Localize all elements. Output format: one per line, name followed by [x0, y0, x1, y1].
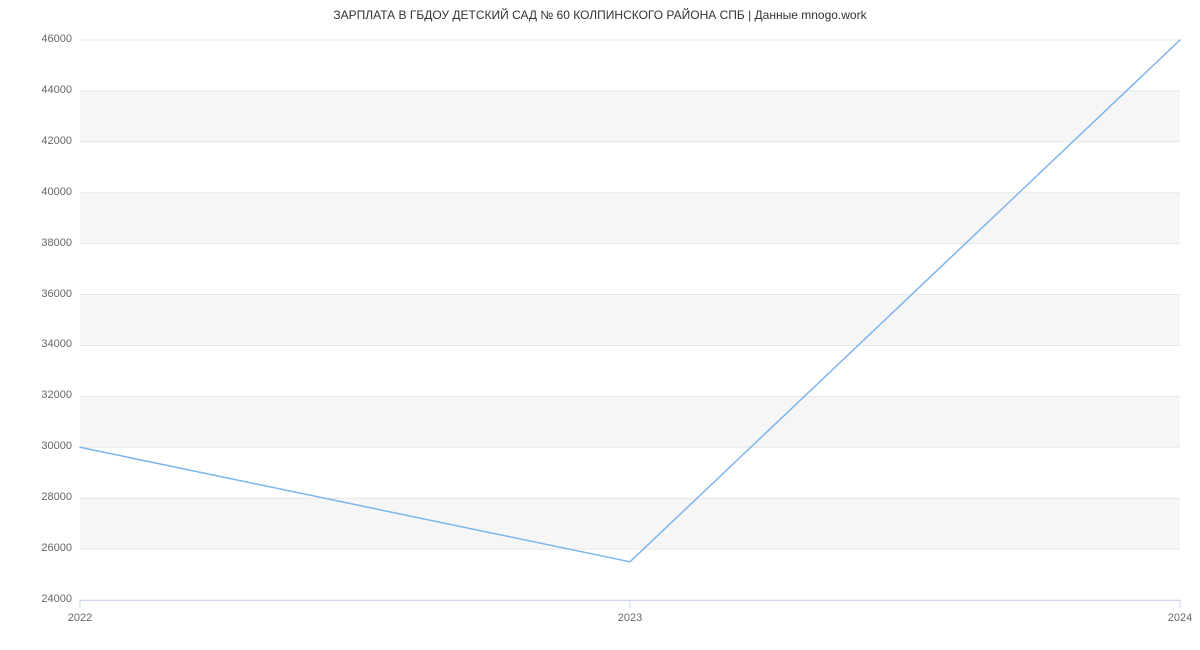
y-axis-tick-label: 40000	[41, 186, 72, 198]
y-axis-tick-label: 42000	[41, 135, 72, 147]
y-axis-tick-label: 46000	[41, 33, 72, 45]
y-axis-tick-label: 24000	[41, 593, 72, 605]
y-axis-tick-label: 36000	[41, 288, 72, 300]
x-axis-tick-label: 2023	[600, 612, 660, 624]
y-axis-tick-label: 28000	[41, 491, 72, 503]
x-axis-tick-label: 2024	[1150, 612, 1200, 624]
y-axis-tick-label: 30000	[41, 440, 72, 452]
salary-line-chart: ЗАРПЛАТА В ГБДОУ ДЕТСКИЙ САД № 60 КОЛПИН…	[0, 0, 1200, 650]
chart-plot-svg	[0, 0, 1200, 650]
y-axis-tick-label: 38000	[41, 237, 72, 249]
y-axis-tick-label: 44000	[41, 84, 72, 96]
y-axis-tick-label: 26000	[41, 542, 72, 554]
y-axis-tick-label: 34000	[41, 338, 72, 350]
x-axis-tick-label: 2022	[50, 612, 110, 624]
y-axis-tick-label: 32000	[41, 389, 72, 401]
